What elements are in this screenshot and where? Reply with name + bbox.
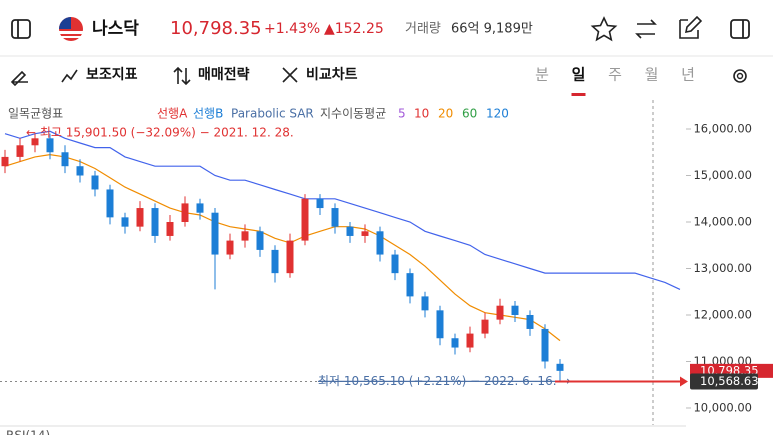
period-tab[interactable]: 월 <box>645 66 659 84</box>
candle-body <box>46 138 54 153</box>
candle-body <box>1 156 9 167</box>
cursor-price-box <box>690 373 758 390</box>
indicator-line <box>4 130 681 290</box>
y-tick-label: 12,000.00 <box>693 307 752 321</box>
legend-item: Parabolic SAR <box>231 107 314 121</box>
candle-body <box>421 296 429 311</box>
sub-indicator-label: RSI(14) <box>6 429 50 435</box>
candle-body <box>556 363 564 371</box>
legend-period: 5 <box>398 107 406 121</box>
period-tab[interactable]: 주 <box>608 66 622 84</box>
legend-item: 일목균형표 <box>8 107 63 121</box>
candle-body <box>541 328 549 362</box>
settings-icon-core <box>736 72 744 80</box>
period-tab[interactable]: 년 <box>681 66 695 84</box>
candle-body <box>451 338 459 348</box>
y-tick-label: 14,000.00 <box>693 215 752 229</box>
edit-icon[interactable] <box>679 15 703 39</box>
low-annotation: 최저 10,565.10 (+2.21%) − 2022. 6. 16. → <box>318 374 570 388</box>
change-pct: +1.43% <box>264 21 320 37</box>
legend-period: 60 <box>462 107 477 121</box>
candle-body <box>361 231 369 236</box>
candle-body <box>61 152 69 167</box>
compare-icon <box>282 67 298 83</box>
settings-icon[interactable] <box>733 69 747 83</box>
panel-toggle[interactable] <box>730 19 750 39</box>
candle-body <box>31 138 39 146</box>
candle-body <box>226 240 234 255</box>
candle-body <box>241 231 249 241</box>
candle-body <box>181 203 189 223</box>
candle-body <box>496 305 504 320</box>
candle-body <box>331 208 339 227</box>
indicator-line <box>4 153 561 342</box>
candle-body <box>391 254 399 274</box>
candle-body <box>316 198 324 209</box>
candle-body <box>211 212 219 255</box>
legend-item: 지수이동평균 <box>320 107 386 121</box>
y-tick-label: 10,000.00 <box>693 400 752 414</box>
period-tab[interactable]: 일 <box>572 66 586 84</box>
strategy-icon <box>173 66 191 86</box>
candle-body <box>466 333 474 348</box>
legend-period: 120 <box>486 107 509 121</box>
y-tick-label: 16,000.00 <box>693 122 752 136</box>
index-name: 나스닥 <box>92 19 139 39</box>
y-tick-label: 13,000.00 <box>693 261 752 275</box>
change: ▲152.25 <box>324 21 384 37</box>
y-tick-label: 15,000.00 <box>693 168 752 182</box>
candle-body <box>16 145 24 157</box>
candle-body <box>346 226 354 236</box>
period-tab[interactable]: 분 <box>535 66 549 84</box>
candle-body <box>376 231 384 255</box>
swap-icon[interactable] <box>635 19 657 39</box>
candle-body <box>91 175 99 190</box>
favorite-icon[interactable] <box>590 16 618 42</box>
legend-period: 20 <box>438 107 453 121</box>
candle-body <box>121 217 129 227</box>
candle-body <box>151 208 159 236</box>
strategy-button[interactable]: 매매전략 <box>198 66 250 83</box>
legend-item: 선행A <box>157 106 188 121</box>
legend-period: 10 <box>414 107 429 121</box>
draw-icon[interactable] <box>10 70 28 87</box>
candle-body <box>301 198 309 241</box>
indicator-icon <box>61 69 78 83</box>
price: 10,798.35 <box>170 18 262 39</box>
candle-body <box>526 314 534 329</box>
legend-item: 선행B <box>193 106 223 121</box>
indicators-button[interactable]: 보조지표 <box>86 67 138 83</box>
sidebar-toggle[interactable] <box>11 19 31 39</box>
active-tab-underline <box>571 93 586 96</box>
volume-label: 거래량 <box>405 22 441 37</box>
us-flag <box>59 17 83 41</box>
candle-body <box>271 249 279 274</box>
compare-button[interactable]: 비교차트 <box>306 67 358 83</box>
high-annotation: ← 최고 15,901.50 (−32.09%) − 2021. 12. 28. <box>26 126 294 140</box>
volume: 66억 9,189만 <box>451 22 533 37</box>
cursor-price-label: 10,568.63 <box>700 374 759 388</box>
candle-body <box>511 305 519 315</box>
cursor-arrowhead <box>680 376 688 387</box>
candle-body <box>286 240 294 274</box>
candle-body <box>481 319 489 334</box>
candle-body <box>136 208 144 227</box>
candle-body <box>406 273 414 297</box>
candle-body <box>256 231 264 250</box>
candle-body <box>196 203 204 213</box>
candle-body <box>436 310 444 339</box>
candle-body <box>166 222 174 236</box>
candle-body <box>106 189 114 218</box>
candle-body <box>76 166 84 176</box>
